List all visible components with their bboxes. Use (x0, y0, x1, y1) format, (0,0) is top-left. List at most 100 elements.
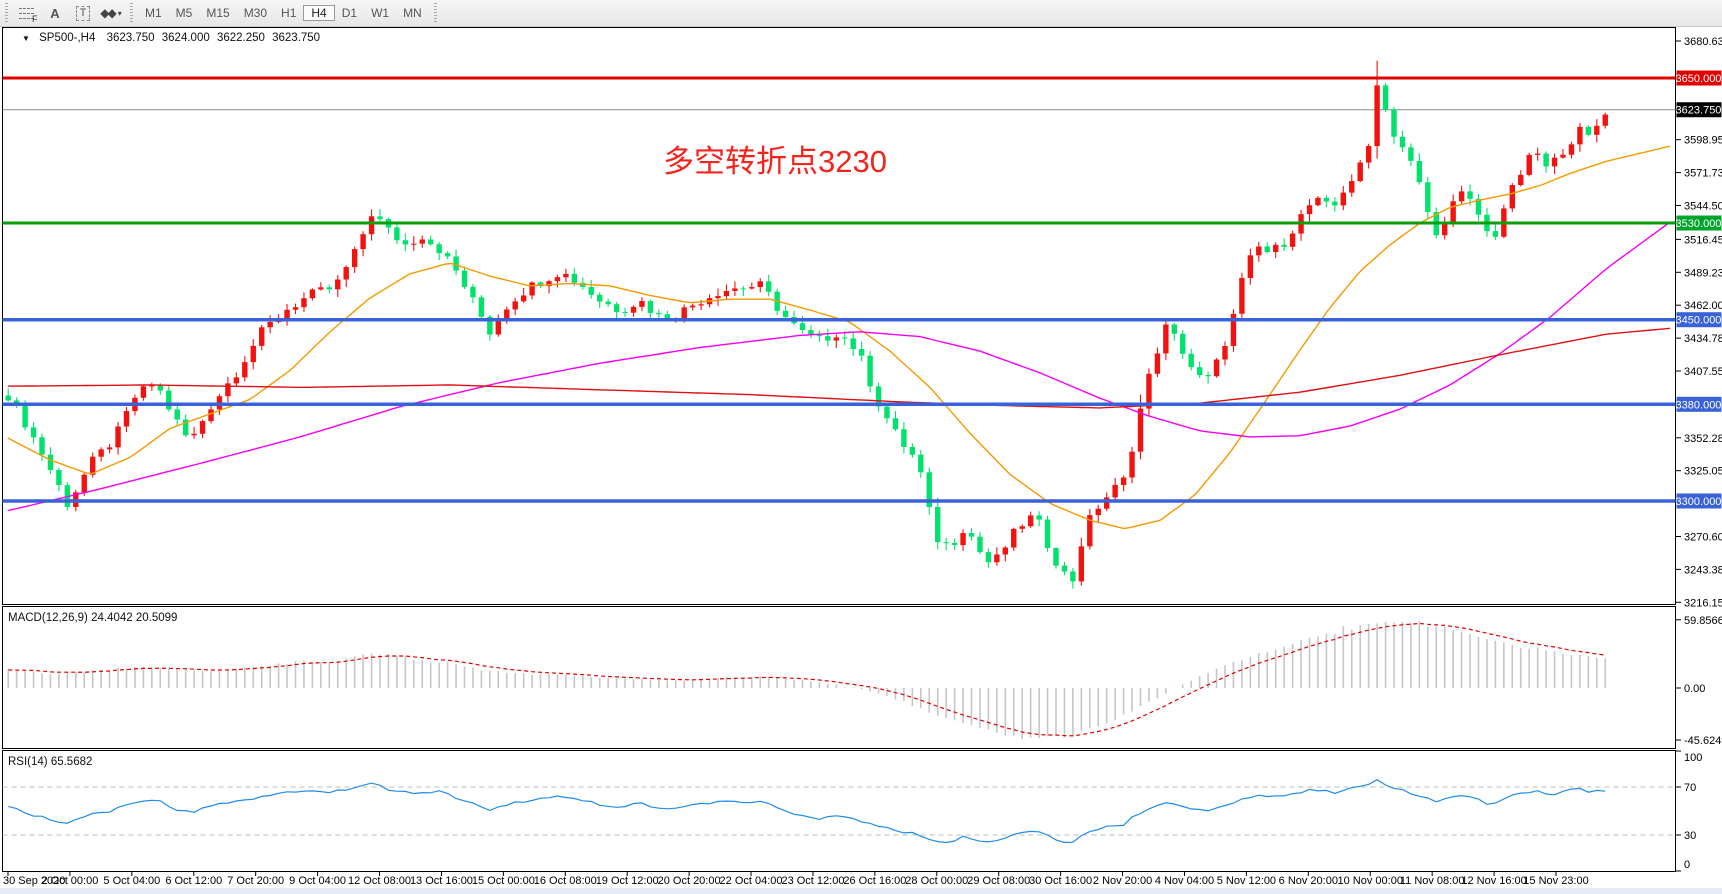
chart-canvas[interactable]: 3680.630 3598.955 3571.730 3544.505 3516.455… (0, 27, 1722, 894)
candle-body (1509, 185, 1515, 209)
toolbar-grip[interactable] (3, 3, 10, 23)
candle-body (1163, 324, 1169, 354)
macd-scale-label: 0.00 (1684, 683, 1705, 695)
candle-body (766, 281, 772, 292)
candle-body (1551, 157, 1558, 167)
main-pane[interactable] (2, 27, 1676, 605)
candle-body (1585, 126, 1592, 135)
tf-button-MN[interactable]: MN (403, 6, 422, 20)
time-tick-label: 10 Nov 00:00 (1338, 875, 1403, 887)
rsi-pane[interactable] (2, 750, 1676, 872)
candle-body (909, 446, 916, 455)
chart-dropdown-icon[interactable]: ▼ (22, 34, 30, 43)
candle-body (436, 244, 442, 254)
tf-button-M15[interactable]: M15 (206, 6, 230, 20)
candle-body (512, 301, 518, 310)
candle-body (1492, 231, 1499, 237)
fibonacci-button[interactable]: F (14, 1, 40, 25)
candle-body (1222, 345, 1228, 360)
ma-slow-line (7, 327, 1671, 409)
text-box-button[interactable]: T (70, 1, 96, 25)
candle-body (1281, 244, 1287, 247)
candle-body (1442, 223, 1448, 236)
candle-body (90, 456, 96, 475)
candle-body (926, 472, 932, 508)
candle-body (351, 249, 358, 268)
toolbar-grip-2[interactable] (128, 3, 135, 23)
candle-body (740, 288, 747, 290)
rsi-line (8, 779, 1606, 844)
candle-body (47, 454, 54, 471)
candle-body (309, 289, 316, 299)
price-label-text: 3650.000 (1676, 73, 1722, 85)
candle-body (580, 282, 586, 288)
candle-body (98, 449, 104, 457)
candle-body (1171, 324, 1177, 334)
price-tick-label: 3352.280 (1684, 433, 1722, 445)
macd-pane[interactable] (2, 606, 1676, 749)
candle-body (461, 270, 468, 287)
rsi-label: RSI(14) 65.5682 (8, 756, 92, 768)
candle-body (884, 406, 890, 419)
price-label-text: 3623.750 (1676, 105, 1722, 117)
tf-button-W1[interactable]: W1 (371, 6, 390, 20)
tf-button-H4[interactable]: H4 (303, 5, 335, 21)
chart-annotation[interactable]: 多空转折点3230 (663, 144, 887, 179)
horizontal-scrollbar[interactable] (0, 888, 1722, 894)
candle-body (1205, 375, 1211, 377)
price-tick-label: 3571.730 (1684, 168, 1722, 180)
candle-body (1180, 333, 1186, 354)
text-label-button[interactable]: A (42, 1, 68, 25)
tf-button-M5[interactable]: M5 (175, 6, 193, 20)
price-label-text: 3530.000 (1676, 218, 1722, 230)
text-box-icon: T (75, 5, 91, 21)
tf-button-H1[interactable]: H1 (281, 6, 297, 20)
candle-body (985, 552, 992, 563)
candle-body (225, 383, 231, 397)
time-tick-label: 16 Oct 08:00 (534, 875, 597, 887)
candle-body (858, 349, 865, 356)
candle-body (1070, 571, 1076, 582)
candle-body (1120, 477, 1127, 485)
price-tick-label: 3516.455 (1684, 234, 1722, 246)
candle-body (1129, 451, 1135, 478)
candle-body (689, 305, 696, 308)
candle-body (326, 287, 332, 290)
candle-body (1416, 160, 1423, 183)
time-tick-label: 12 Oct 08:00 (348, 875, 411, 887)
time-tick-label: 6 Nov 20:00 (1279, 875, 1338, 887)
tf-button-D1[interactable]: D1 (341, 6, 358, 20)
candle-body (664, 314, 670, 319)
candle-body (1146, 373, 1152, 409)
price-axis[interactable]: 3680.630 3598.955 3571.730 3544.505 3516.455… (1676, 36, 1722, 609)
arrows-button[interactable]: ◆◆ ▾ (98, 1, 124, 25)
candle-body (284, 309, 290, 319)
tf-button-M1[interactable]: M1 (145, 6, 162, 20)
candle-body (1425, 182, 1431, 213)
candle-body (656, 312, 662, 315)
candle-body (504, 309, 510, 321)
candle-body (1289, 233, 1296, 247)
candle-body (1391, 109, 1397, 137)
candle-body (994, 554, 1000, 563)
candle-body (453, 256, 459, 271)
toolbar-grip-3[interactable] (431, 3, 439, 23)
rsi-scale-label: 30 (1684, 830, 1696, 842)
candle-body (1475, 198, 1482, 215)
candle-body (977, 536, 983, 553)
time-tick-label: 30 Sep 2020 (3, 875, 65, 887)
time-tick-label: 30 Oct 16:00 (1029, 875, 1092, 887)
price-label-box (1676, 215, 1722, 231)
time-tick-label: 12 Nov 16:00 (1461, 875, 1526, 887)
tf-button-M30[interactable]: M30 (243, 6, 268, 20)
candle-body (419, 239, 425, 244)
candle-body (630, 306, 637, 313)
ma-medium-line (7, 221, 1671, 512)
candle-body (1450, 201, 1456, 224)
candle-body (1315, 197, 1321, 206)
candle-body (647, 300, 654, 313)
candle-body (292, 307, 299, 310)
candle-body (1602, 114, 1608, 126)
candle-body (698, 304, 704, 306)
